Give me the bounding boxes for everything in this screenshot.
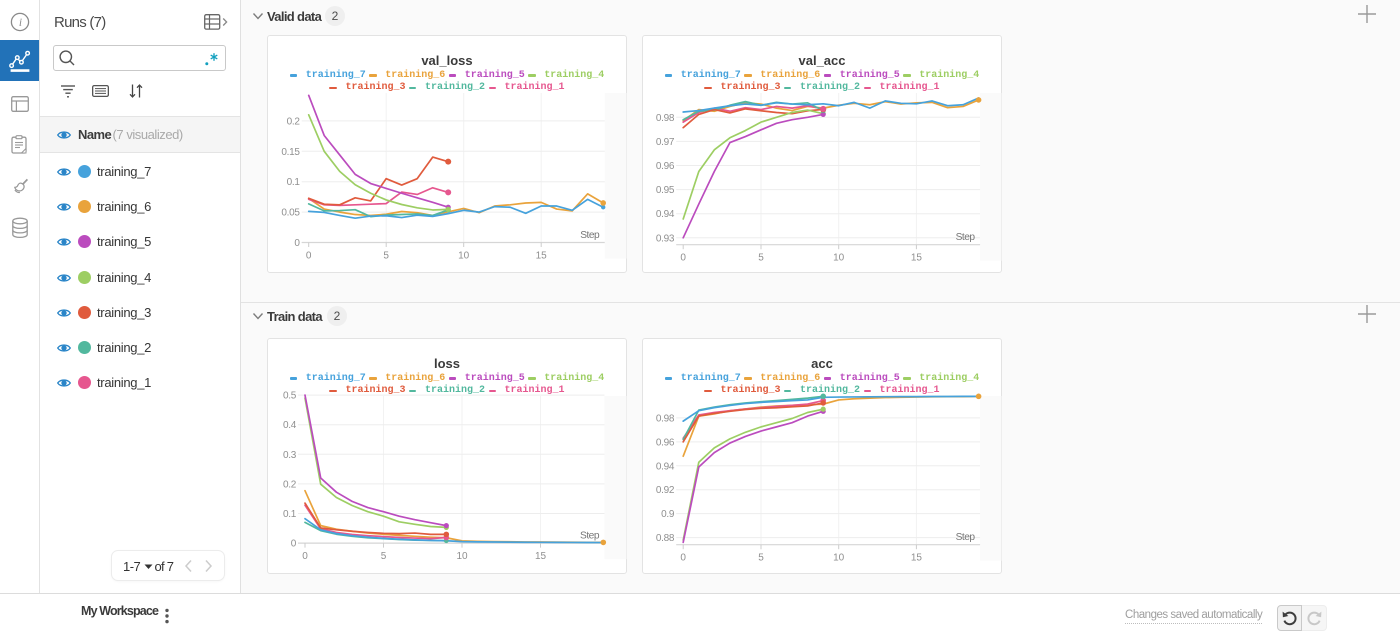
svg-text:15: 15 <box>535 551 547 562</box>
svg-text:0.94: 0.94 <box>656 461 675 472</box>
svg-text:0.05: 0.05 <box>281 208 300 219</box>
svg-text:0.92: 0.92 <box>656 485 675 496</box>
svg-text:0.94: 0.94 <box>656 209 675 220</box>
svg-text:Step: Step <box>956 232 976 243</box>
svg-text:0: 0 <box>294 238 300 249</box>
svg-text:10: 10 <box>833 553 845 564</box>
svg-text:i: i <box>19 17 22 29</box>
svg-text:0.97: 0.97 <box>656 137 675 148</box>
svg-text:0: 0 <box>302 551 308 562</box>
svg-text:10: 10 <box>833 253 845 264</box>
svg-text:5: 5 <box>383 251 389 262</box>
svg-text:0.98: 0.98 <box>656 113 675 124</box>
svg-text:0.1: 0.1 <box>283 509 297 520</box>
svg-text:0: 0 <box>291 539 297 550</box>
svg-text:0.96: 0.96 <box>656 161 675 172</box>
svg-text:0.96: 0.96 <box>656 437 675 448</box>
svg-text:15: 15 <box>536 251 548 262</box>
svg-text:Step: Step <box>580 531 600 542</box>
svg-text:5: 5 <box>381 551 387 562</box>
svg-text:0.95: 0.95 <box>656 185 675 196</box>
svg-text:0.2: 0.2 <box>287 116 301 127</box>
svg-text:0.98: 0.98 <box>656 413 675 424</box>
svg-text:0: 0 <box>306 251 312 262</box>
svg-text:0.3: 0.3 <box>283 450 297 461</box>
svg-text:0.88: 0.88 <box>656 533 675 544</box>
svg-text:15: 15 <box>911 553 923 564</box>
svg-text:0.1: 0.1 <box>287 177 301 188</box>
svg-text:10: 10 <box>458 251 470 262</box>
svg-text:5: 5 <box>758 253 764 264</box>
svg-text:Step: Step <box>580 230 600 241</box>
svg-text:0.9: 0.9 <box>661 509 675 520</box>
svg-text:5: 5 <box>758 553 764 564</box>
svg-text:0.4: 0.4 <box>283 420 297 431</box>
svg-text:0.93: 0.93 <box>656 233 675 244</box>
svg-text:0.15: 0.15 <box>281 147 300 158</box>
svg-text:10: 10 <box>456 551 468 562</box>
svg-text:0: 0 <box>680 553 686 564</box>
svg-text:0.5: 0.5 <box>283 391 297 402</box>
svg-text:Step: Step <box>956 532 976 543</box>
svg-text:0.2: 0.2 <box>283 479 297 490</box>
svg-text:0: 0 <box>680 253 686 264</box>
svg-text:15: 15 <box>911 253 923 264</box>
